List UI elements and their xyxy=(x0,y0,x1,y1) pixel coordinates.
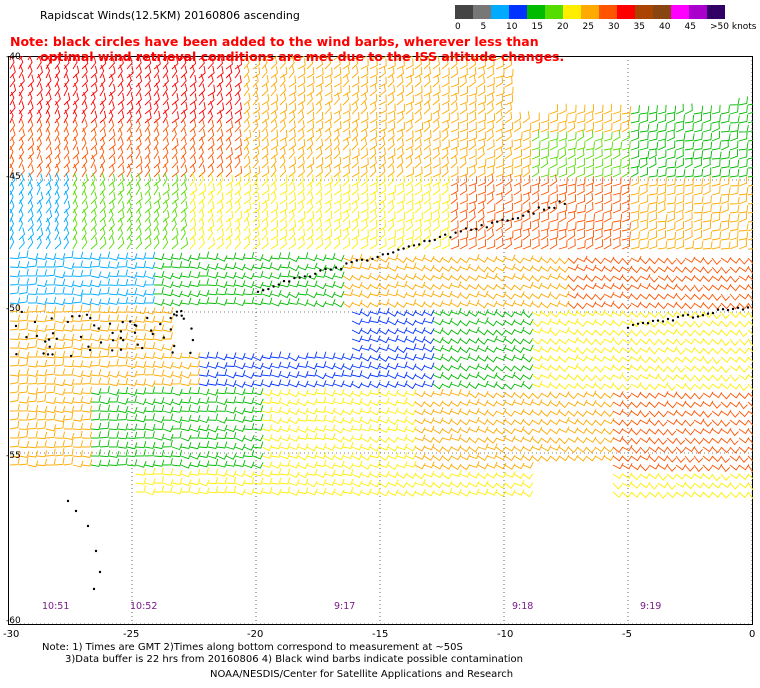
legend-swatch xyxy=(527,5,545,19)
lat-label: -40 xyxy=(6,52,21,62)
grid-lines xyxy=(8,56,753,625)
legend-label: 20 xyxy=(557,22,569,32)
legend-swatch xyxy=(689,5,707,19)
warning-note: Note: black circles have been added to t… xyxy=(10,34,564,64)
map-frame xyxy=(8,56,753,625)
wind-barb-map xyxy=(8,56,753,625)
lat-label: -60 xyxy=(6,616,21,626)
legend-label: >50 knots xyxy=(710,22,757,32)
legend-swatch xyxy=(491,5,509,19)
legend-label: 15 xyxy=(531,22,543,32)
legend-label: 10 xyxy=(506,22,518,32)
legend-swatch xyxy=(545,5,563,19)
legend-label: 45 xyxy=(684,22,696,32)
legend-swatch xyxy=(563,5,581,19)
wind-barbs xyxy=(9,56,753,500)
wind-speed-legend: 0 5 10 15 20 25 30 35 40 45 >50 knots xyxy=(455,5,757,32)
legend-swatch xyxy=(581,5,599,19)
legend-swatch xyxy=(599,5,617,19)
lon-label: -5 xyxy=(622,629,632,640)
legend-label: 0 xyxy=(455,22,461,32)
legend-swatch xyxy=(635,5,653,19)
lon-label: -10 xyxy=(497,629,514,640)
time-label: 9:18 xyxy=(512,601,534,612)
lon-label: -20 xyxy=(247,629,264,640)
legend-swatch xyxy=(509,5,527,19)
time-label: 10:51 xyxy=(42,601,70,612)
footer-credit: NOAA/NESDIS/Center for Satellite Applica… xyxy=(210,669,514,680)
legend-labels: 0 5 10 15 20 25 30 35 40 45 >50 knots xyxy=(455,22,757,34)
legend-swatch xyxy=(707,5,725,19)
lon-label: -30 xyxy=(3,629,20,640)
footer-note-2: 3)Data buffer is 22 hrs from 20160806 4)… xyxy=(65,654,523,665)
lon-label: 0 xyxy=(749,629,756,640)
time-label: 10:52 xyxy=(130,601,158,612)
lat-label: -50 xyxy=(6,304,21,314)
legend-label: 35 xyxy=(633,22,645,32)
lon-label: -15 xyxy=(372,629,389,640)
legend-swatch xyxy=(653,5,671,19)
legend-label: 40 xyxy=(659,22,671,32)
lat-label: -45 xyxy=(6,172,21,182)
legend-label: 30 xyxy=(608,22,620,32)
legend-label: 5 xyxy=(480,22,487,32)
legend-swatch xyxy=(617,5,635,19)
lat-label: -55 xyxy=(6,451,21,461)
legend-label: 25 xyxy=(582,22,594,32)
flagged-points xyxy=(14,200,750,591)
time-label: 9:17 xyxy=(334,601,356,612)
time-label: 9:19 xyxy=(640,601,662,612)
warning-note-line-2: optimal wind retrieval conditions are me… xyxy=(40,49,565,64)
lon-label: -25 xyxy=(123,629,140,640)
legend-swatch xyxy=(455,5,473,19)
warning-note-line-1: Note: black circles have been added to t… xyxy=(10,34,539,49)
legend-swatch xyxy=(473,5,491,19)
legend-swatch xyxy=(671,5,689,19)
footer-note-1: Note: 1) Times are GMT 2)Times along bot… xyxy=(42,642,463,653)
figure-title: Rapidscat Winds(12.5KM) 20160806 ascendi… xyxy=(40,9,300,22)
legend-color-bar xyxy=(455,5,725,19)
